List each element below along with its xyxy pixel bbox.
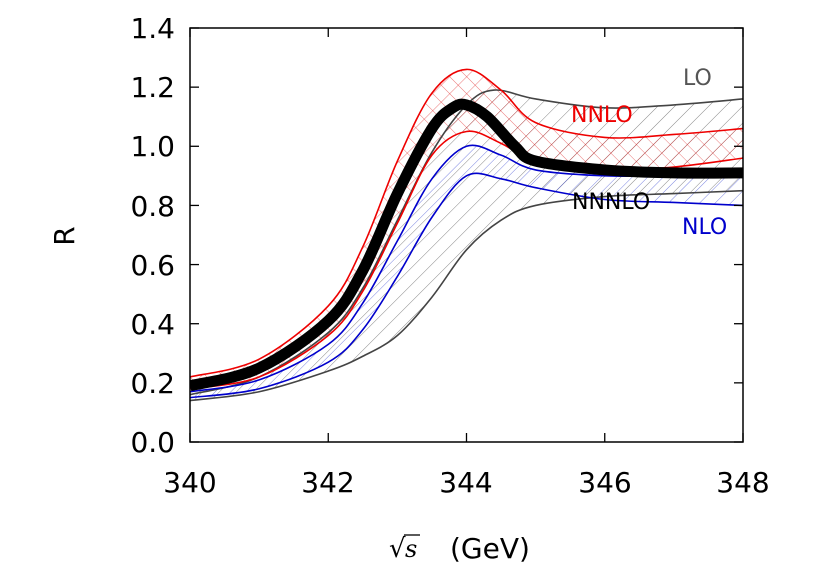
line-lo-upper	[190, 89, 743, 396]
label-nnlo: NNLO	[571, 103, 633, 128]
x-tick-label: 340	[163, 466, 216, 499]
sqrt-symbol: √	[389, 534, 406, 564]
y-axis-tick-labels: 0.0 0.2 0.4 0.6 0.8 1.0 1.2 1.4	[130, 12, 175, 459]
y-tick-label: 0.6	[130, 249, 175, 282]
x-unit: (GeV)	[450, 532, 530, 565]
x-axis-tick-labels: 340 342 344 346 348	[163, 466, 769, 499]
x-tick-label: 348	[716, 466, 769, 499]
band-nnlo	[190, 69, 743, 389]
y-tick-label: 0.0	[130, 426, 175, 459]
x-variable: s	[405, 535, 417, 563]
x-tick-label: 342	[301, 466, 354, 499]
y-tick-label: 1.2	[130, 71, 175, 104]
y-tick-label: 1.4	[130, 12, 175, 45]
x-tick-label: 346	[578, 466, 631, 499]
y-tick-label: 0.2	[130, 367, 175, 400]
label-nnnlo: NNNLO	[572, 190, 650, 215]
x-tick-label: 344	[439, 466, 492, 499]
line-nnnlo	[190, 98, 743, 392]
y-tick-label: 1.0	[130, 130, 175, 163]
x-axis-label: √ s (GeV)	[389, 532, 530, 565]
y-tick-label: 0.8	[130, 190, 175, 223]
label-nlo: NLO	[682, 215, 727, 240]
y-axis-label: R	[48, 226, 81, 245]
y-tick-label: 0.4	[130, 308, 175, 341]
axis-ticks	[189, 27, 744, 443]
line-nnlo-upper	[190, 68, 743, 378]
line-nlo-lower	[190, 172, 743, 399]
series-lines	[190, 68, 743, 402]
line-lo-lower	[190, 189, 743, 402]
label-lo: LO	[683, 66, 712, 91]
